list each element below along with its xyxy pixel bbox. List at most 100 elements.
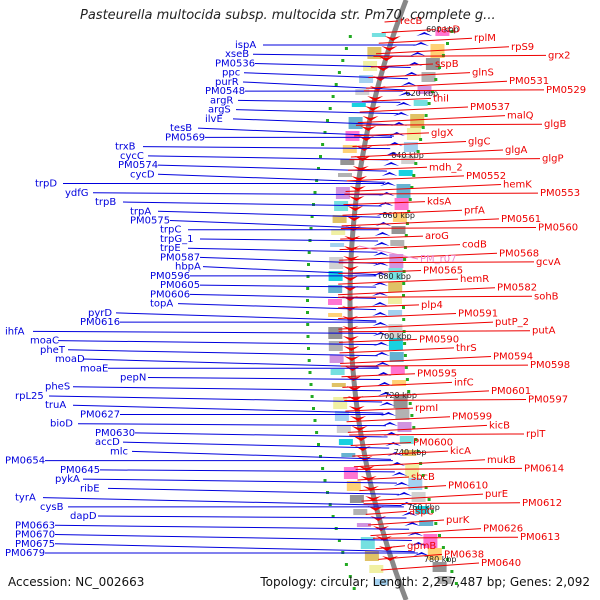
forward-gene-label: ilvE bbox=[205, 114, 223, 125]
outer-tick bbox=[306, 299, 309, 302]
outer-tick bbox=[317, 167, 320, 170]
forward-gene-arrow bbox=[372, 262, 389, 266]
reverse-gene-label: infC bbox=[454, 377, 474, 388]
inner-track-block bbox=[437, 576, 452, 584]
forward-gene-arrow bbox=[393, 112, 410, 116]
reverse-gene-label: PM0560 bbox=[538, 222, 578, 233]
reverse-gene-label: PM0590 bbox=[419, 334, 459, 345]
forward-gene-label: pheT bbox=[40, 345, 66, 356]
outer-track-block bbox=[331, 229, 346, 235]
forward-gene-label: ppc bbox=[222, 68, 240, 79]
reverse-leader-line bbox=[339, 347, 455, 354]
rna-leader-line bbox=[358, 245, 419, 260]
inner-tick bbox=[403, 342, 407, 345]
forward-leader-line bbox=[197, 127, 394, 137]
outer-tick bbox=[328, 107, 332, 110]
reverse-gene-arrow bbox=[354, 156, 371, 161]
reverse-leader-line bbox=[349, 433, 525, 436]
outer-tick bbox=[319, 155, 322, 158]
forward-gene-label: trpA bbox=[130, 206, 151, 217]
reverse-gene-label: glgX bbox=[431, 128, 453, 139]
inner-track-block bbox=[388, 338, 403, 350]
forward-gene-label: accD bbox=[95, 437, 120, 448]
forward-leader-line bbox=[254, 62, 411, 68]
outer-track-block bbox=[331, 383, 346, 387]
forward-gene-arrow bbox=[381, 172, 398, 176]
forward-leader-line bbox=[157, 210, 381, 218]
forward-gene-label: cycC bbox=[120, 151, 144, 162]
accession-label: Accession: NC_002663 bbox=[8, 575, 145, 589]
inner-track-block bbox=[388, 296, 402, 304]
reverse-leader-line bbox=[353, 459, 486, 468]
inner-track-block bbox=[392, 380, 407, 386]
inner-tick bbox=[404, 234, 408, 237]
outer-track-block bbox=[336, 425, 351, 433]
inner-tick bbox=[424, 114, 428, 117]
reverse-leader-line bbox=[366, 80, 508, 89]
forward-leader-line bbox=[92, 192, 383, 196]
reverse-gene-arrow bbox=[353, 436, 370, 441]
forward-leader-line bbox=[131, 450, 391, 460]
reverse-gene-arrow bbox=[343, 246, 360, 251]
outer-tick bbox=[321, 143, 325, 146]
outer-track-block bbox=[335, 187, 350, 199]
inner-tick bbox=[412, 174, 416, 177]
reverse-gene-label: glgP bbox=[542, 154, 564, 165]
forward-gene-label: trpD bbox=[35, 179, 57, 190]
forward-gene-label: moaE bbox=[80, 363, 108, 374]
reverse-leader-line bbox=[372, 536, 519, 539]
reverse-gene-label: kicB bbox=[489, 420, 510, 431]
reverse-leader-line bbox=[338, 330, 531, 333]
reverse-leader-line bbox=[354, 132, 430, 137]
reverse-leader-line bbox=[341, 373, 416, 378]
reverse-gene-label: mdh_2 bbox=[429, 162, 463, 173]
kbp-tick-label: 680 kbp bbox=[378, 272, 411, 281]
forward-gene-label: PM0606 bbox=[150, 289, 190, 300]
reverse-leader-line bbox=[373, 54, 547, 57]
inner-track-block bbox=[405, 464, 420, 478]
outer-track-block bbox=[338, 439, 353, 445]
reverse-gene-arrow bbox=[348, 196, 365, 201]
inner-track-block bbox=[406, 128, 421, 140]
inner-track-block bbox=[388, 282, 403, 292]
outer-track-block bbox=[332, 215, 347, 223]
inner-tick bbox=[414, 438, 418, 441]
inner-tick bbox=[438, 534, 441, 537]
forward-gene-arrow bbox=[374, 362, 391, 366]
outer-track-block bbox=[343, 467, 358, 479]
inner-track-block bbox=[389, 352, 404, 362]
reverse-gene-label: grx2 bbox=[548, 50, 570, 61]
outer-tick bbox=[341, 59, 345, 62]
outer-tick bbox=[344, 47, 348, 50]
inner-tick bbox=[446, 42, 449, 45]
forward-gene-arrow bbox=[372, 302, 388, 306]
reverse-gene-arrow bbox=[362, 116, 379, 121]
reverse-gene-label: PM0597 bbox=[528, 395, 568, 406]
outer-track-block bbox=[334, 201, 349, 211]
reverse-gene-arrow bbox=[345, 376, 362, 381]
inner-tick bbox=[404, 366, 408, 369]
forward-gene-arrow bbox=[373, 342, 390, 346]
forward-gene-label: PM0663 bbox=[15, 520, 55, 531]
forward-leader-line bbox=[122, 441, 390, 449]
outer-track-block bbox=[345, 131, 360, 141]
forward-gene-label: PM0627 bbox=[80, 409, 120, 420]
forward-gene-label: xseB bbox=[225, 49, 249, 60]
forward-leader-line bbox=[54, 543, 415, 553]
forward-gene-arrow bbox=[398, 92, 415, 96]
inner-track-block bbox=[397, 422, 412, 432]
reverse-gene-label: putP_2 bbox=[495, 317, 529, 328]
forward-gene-arrow bbox=[413, 552, 430, 556]
inner-tick bbox=[403, 258, 407, 261]
forward-gene-arrow bbox=[401, 512, 418, 516]
forward-leader-line bbox=[82, 358, 379, 368]
inner-tick bbox=[441, 546, 445, 549]
reverse-leader-line bbox=[357, 115, 506, 124]
reverse-gene-arrow bbox=[381, 46, 398, 51]
forward-leader-line bbox=[82, 478, 397, 484]
forward-leader-line bbox=[169, 219, 380, 229]
inner-tick bbox=[434, 78, 438, 81]
reverse-gene-arrow bbox=[384, 36, 401, 41]
inner-tick bbox=[405, 222, 409, 225]
inner-tick bbox=[403, 354, 407, 357]
